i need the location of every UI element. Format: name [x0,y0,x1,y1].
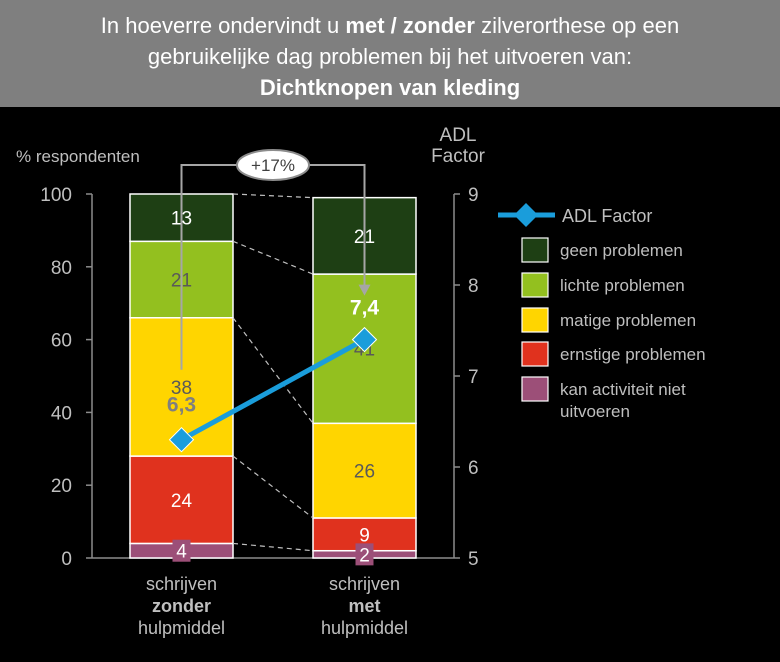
y2-tick-label: 9 [468,185,479,206]
y2-tick-label: 6 [468,458,479,479]
y-tick-label: 40 [51,403,72,424]
bar-segment [312,422,417,519]
legend-adl-marker [514,203,538,227]
chart-title: Dichtknopen van kleding [259,75,521,100]
value-label: 9 [359,525,370,546]
bars-layer [129,193,417,559]
y-tick-label: 0 [61,549,72,570]
y2-axis-title-line: ADL [440,125,477,146]
legend-label: ADL Factor [562,206,652,226]
value-label: 21 [171,271,192,292]
y-tick-label: 60 [51,331,72,352]
legend-swatch [521,376,549,402]
segment-connector [232,193,314,199]
value-label: 21 [354,227,375,248]
y-axis-title: % respondenten [16,147,140,166]
axes-layer: 0 20 40 60 80 100 5 6 7 8 9 % respondenten ADLFactor… [16,125,486,638]
title-line-2: gebruikelijke dag problemen bij het uitv… [147,44,633,69]
legend-label: ernstige problemen [560,345,706,364]
adl-layer: 6,3 7,4 [167,297,380,453]
title-line-1: In hoeverre ondervindt u met / zonder zi… [100,13,680,38]
segment-connector [232,542,314,552]
change-badge [236,149,310,181]
value-label: 24 [171,491,193,512]
legend-label: lichte problemen [560,276,685,295]
category-label: met [348,596,380,616]
category-label: schrijven [329,574,400,594]
y-tick-label: 100 [40,185,72,206]
category-label: schrijven [146,574,217,594]
value-label: 38 [171,378,192,399]
segment-connector [232,317,314,424]
value-labels-layer: 42438211329264121 [171,209,375,567]
y2-tick-label: 5 [468,549,479,570]
segment-connector [232,240,314,275]
y-tick-label: 80 [51,258,72,279]
adl-line [180,337,366,442]
legend-swatch [521,272,549,298]
value-label: 4 [176,542,187,563]
legend-label: matige problemen [560,311,696,330]
adl-value-label: 7,4 [350,297,380,320]
adl-marker [351,326,378,353]
label-background [355,543,374,566]
value-label: 26 [354,462,375,483]
legend-swatch [521,341,549,367]
legend-label-line: uitvoeren [560,402,630,421]
connectors-layer: +17% [180,149,371,552]
segment-connector [232,455,314,519]
y2-tick-label: 7 [468,367,479,388]
adl-value-label: 6,3 [167,394,196,417]
change-bracket-arrow [358,284,371,296]
y2-tick-label: 8 [468,276,479,297]
stacked-bar-chart: 0 20 40 60 80 100 5 6 7 8 9 % respondenten ADLFactor… [16,125,706,638]
category-label: hulpmiddel [138,618,225,638]
legend-swatch [521,307,549,333]
legend: ADL Factor geen problemen lichte problemen… [498,203,706,421]
y-tick-label: 20 [51,476,72,497]
adl-marker [168,426,195,453]
legend-swatch [521,237,549,263]
bar-segment [129,455,234,545]
value-label: 2 [359,545,370,566]
change-label: +17% [251,156,295,175]
category-label: hulpmiddel [321,618,408,638]
legend-label-line: kan activiteit niet [560,380,686,399]
label-background [172,539,191,562]
category-label: zonder [152,596,211,616]
chart-header: In hoeverre ondervindt u met / zonder zi… [0,0,780,107]
legend-label: geen problemen [560,241,683,260]
value-label: 13 [171,209,192,230]
y2-axis-title-line: Factor [431,146,486,167]
